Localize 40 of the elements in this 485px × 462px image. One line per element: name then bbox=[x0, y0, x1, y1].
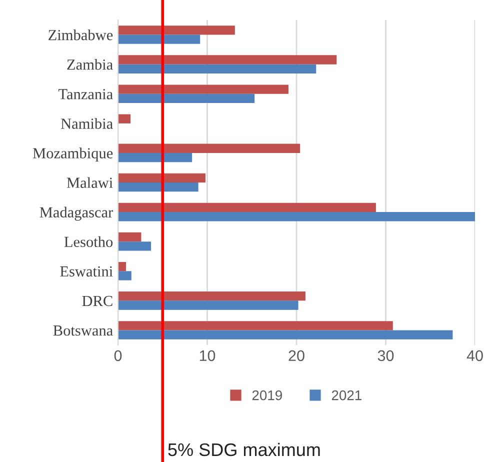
y-tick-label: Mozambique bbox=[32, 148, 113, 162]
bar bbox=[118, 114, 130, 124]
bar bbox=[118, 202, 376, 212]
x-tick-label: 0 bbox=[114, 350, 122, 362]
legend-label: 2021 bbox=[332, 390, 362, 400]
bar bbox=[118, 94, 255, 104]
y-tick-label: Botswana bbox=[53, 326, 113, 336]
bar bbox=[118, 212, 475, 222]
y-tick-label: Tanzania bbox=[58, 89, 113, 100]
x-tick-label: 20 bbox=[288, 350, 304, 362]
y-tick-label: Zimbabwe bbox=[48, 29, 113, 40]
y-tick-label: Madagascar bbox=[40, 206, 113, 221]
y-tick-label: Namibia bbox=[60, 118, 113, 129]
y-tick-label: Eswatini bbox=[60, 266, 113, 277]
x-tick-label: 40 bbox=[466, 350, 483, 362]
bar bbox=[118, 232, 142, 242]
y-tick-label: Lesotho bbox=[64, 236, 113, 248]
legend-label: 2019 bbox=[252, 390, 282, 400]
bar bbox=[118, 330, 453, 340]
ref-line-label: 5% SDG maximum bbox=[168, 442, 320, 456]
bar bbox=[118, 144, 300, 153]
bar bbox=[118, 152, 192, 162]
y-tick-label: Malawi bbox=[66, 177, 113, 188]
bar bbox=[118, 26, 235, 35]
bar bbox=[118, 55, 337, 64]
bar bbox=[118, 292, 306, 301]
bar bbox=[118, 242, 152, 251]
bar bbox=[118, 173, 206, 182]
y-tick-label: Zambia bbox=[67, 59, 113, 70]
x-tick-label: 30 bbox=[378, 350, 394, 362]
bar bbox=[118, 84, 288, 94]
bar bbox=[118, 262, 126, 272]
x-tick-label: 10 bbox=[200, 350, 216, 362]
bar bbox=[118, 182, 198, 192]
bar bbox=[118, 321, 393, 330]
bar bbox=[118, 300, 298, 310]
bar bbox=[118, 34, 200, 44]
bar bbox=[118, 271, 132, 280]
y-tick-label: DRC bbox=[82, 296, 112, 306]
bar bbox=[118, 64, 316, 74]
